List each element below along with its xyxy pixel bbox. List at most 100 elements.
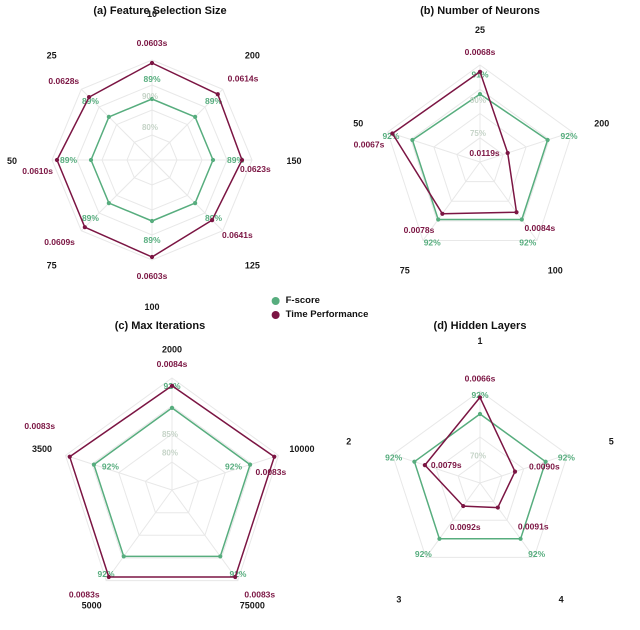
time-series-value-label: 0.0083s: [244, 590, 275, 600]
time-series-line: [68, 385, 276, 578]
fscore-series-value-label: 89%: [143, 235, 160, 245]
fscore-series-value-label: 89%: [82, 213, 99, 223]
fscore-series-value-label: 92%: [528, 549, 545, 559]
chart-panel-b: (b) Number of Neurons 91% 92% 92% 92% 92% 0.0…: [320, 0, 640, 315]
axis-category-label: 3500: [32, 444, 52, 454]
fscore-series-value-label: 92%: [98, 569, 115, 579]
axis-category-label: 4: [559, 595, 564, 605]
grid-spoke: [151, 88, 224, 161]
time-series-marker: [210, 218, 215, 223]
radar-chart-hidden-layers: 92%92%92%92%92%0.0066s0.0090s0.0091s0.00…: [346, 336, 614, 605]
chart-panel-d: (d) Hidden Layers 92% 92% 92% 92% 92% 0.0066s…: [320, 315, 640, 630]
radial-tick-label: 85%: [162, 430, 178, 439]
time-series-value-label: 0.0641s: [222, 230, 253, 240]
fscore-series-marker: [518, 536, 523, 541]
grid-spoke: [479, 131, 573, 163]
fscore-series-value-label: 92%: [471, 390, 488, 400]
fscore-series-marker: [210, 157, 216, 163]
fscore-series-marker: [149, 218, 155, 224]
time-series-value-label: 0.0083s: [69, 590, 100, 600]
legend-label-time-performance: Time Performance: [285, 309, 369, 320]
grid-ring: [91, 405, 253, 559]
fscore-series-marker: [519, 217, 524, 222]
axis-category-label: 3: [396, 595, 401, 605]
time-series-value-label: 0.0614s: [228, 73, 259, 83]
fscore-series-value-label: 92%: [519, 238, 536, 248]
time-series-marker: [86, 94, 92, 100]
radial-tick-labels: 90% 75%: [470, 96, 486, 138]
radial-tick-label: 80%: [142, 123, 158, 132]
grid-ring: [410, 88, 550, 222]
radar-grid: [51, 59, 253, 261]
grid-spoke: [479, 161, 538, 241]
chart-title-d: (d) Hidden Layers: [433, 320, 527, 332]
time-series-value-label: 0.0084s: [524, 223, 555, 233]
radial-tick-labels: 85% 80%: [162, 430, 178, 458]
time-series-marker: [422, 462, 427, 468]
radar-chart-max-iterations: 92%92%92%92%92%0.0084s0.0083s0.0083s0.00…: [24, 344, 314, 610]
time-series-value-label: 0.0083s: [256, 467, 287, 477]
grid-spoke: [422, 161, 481, 241]
axis-category-label: 25: [475, 25, 485, 35]
time-performance-swatch-icon: [271, 310, 280, 319]
grid-spoke: [105, 489, 173, 581]
grid-spoke: [479, 454, 568, 484]
axis-category-label: 10000: [289, 444, 314, 454]
radar-chart-number-of-neurons: 91%92%92%92%92%0.0068s0.0119s0.0084s0.00…: [353, 25, 609, 276]
time-series-value-label: 0.0610s: [22, 166, 53, 176]
fscore-series-marker: [106, 114, 111, 119]
fscore-series-value-label: 89%: [143, 74, 160, 84]
fscore-series-marker: [543, 459, 548, 464]
fscore-series-marker: [412, 459, 417, 464]
fscore-series-value-label: 92%: [102, 462, 119, 472]
time-series: 0.0066s 0.0090s 0.0091s 0.0092s 0.0079s: [422, 374, 560, 532]
axis-category-label: 50: [353, 118, 363, 128]
legend-item-fscore: F-score: [271, 295, 369, 306]
axis-category-label: 10: [147, 9, 157, 19]
time-series-value-label: 0.0078s: [404, 225, 435, 235]
fscore-series-line: [93, 407, 251, 558]
axis-category-label: 75: [400, 266, 410, 276]
fscore-series-value-label: 89%: [82, 96, 99, 106]
grid-spoke: [80, 88, 153, 161]
time-series-marker: [149, 254, 155, 260]
fscore-series-marker: [91, 462, 97, 467]
time-series: 0.0084s 0.0083s 0.0083s 0.0083s 0.0083s: [24, 359, 286, 600]
fscore-series-marker: [121, 554, 126, 559]
time-series-value-label: 0.0092s: [450, 522, 481, 532]
axis-category-label: 200: [245, 51, 260, 61]
time-series-marker: [239, 157, 245, 163]
time-series-marker: [233, 574, 238, 580]
time-series-marker: [82, 225, 87, 230]
time-series-marker: [477, 395, 483, 400]
fscore-series-value-label: 89%: [60, 155, 77, 165]
fscore-series-marker: [437, 536, 442, 541]
fscore-series: 92% 92% 92% 92% 92%: [385, 390, 575, 559]
axis-category-label: 2: [346, 436, 351, 446]
radial-tick-label: 90%: [142, 92, 158, 101]
time-series-line: [391, 71, 518, 215]
time-series-marker: [67, 454, 72, 459]
grid-spoke: [65, 454, 173, 491]
legend: F-score Time Performance: [271, 295, 369, 320]
axis-category-labels: 10 200 150 125 100 75 50 25: [7, 9, 302, 312]
time-series-value-label: 0.0066s: [465, 374, 496, 384]
axis-category-labels: 25 200 100 75 50: [353, 25, 609, 276]
time-series-marker: [390, 131, 395, 136]
radar-grid: [64, 377, 280, 582]
fscore-series-line: [413, 413, 547, 540]
axis-category-label: 1: [477, 336, 482, 346]
fscore-series-marker: [247, 462, 253, 467]
fscore-series-value-label: 89%: [227, 155, 244, 165]
time-series-marker: [461, 503, 466, 509]
fscore-series-marker: [169, 405, 175, 411]
axis-category-label: 2000: [162, 344, 182, 354]
radial-tick-label: 75%: [470, 129, 486, 138]
time-series-value-label: 0.0090s: [529, 462, 560, 472]
fscore-series-value-label: 92%: [385, 453, 402, 463]
grid-ring: [118, 433, 226, 536]
fscore-series-value-label: 92%: [382, 131, 399, 141]
time-series-line: [424, 396, 516, 509]
time-series-value-label: 0.0068s: [465, 47, 496, 57]
